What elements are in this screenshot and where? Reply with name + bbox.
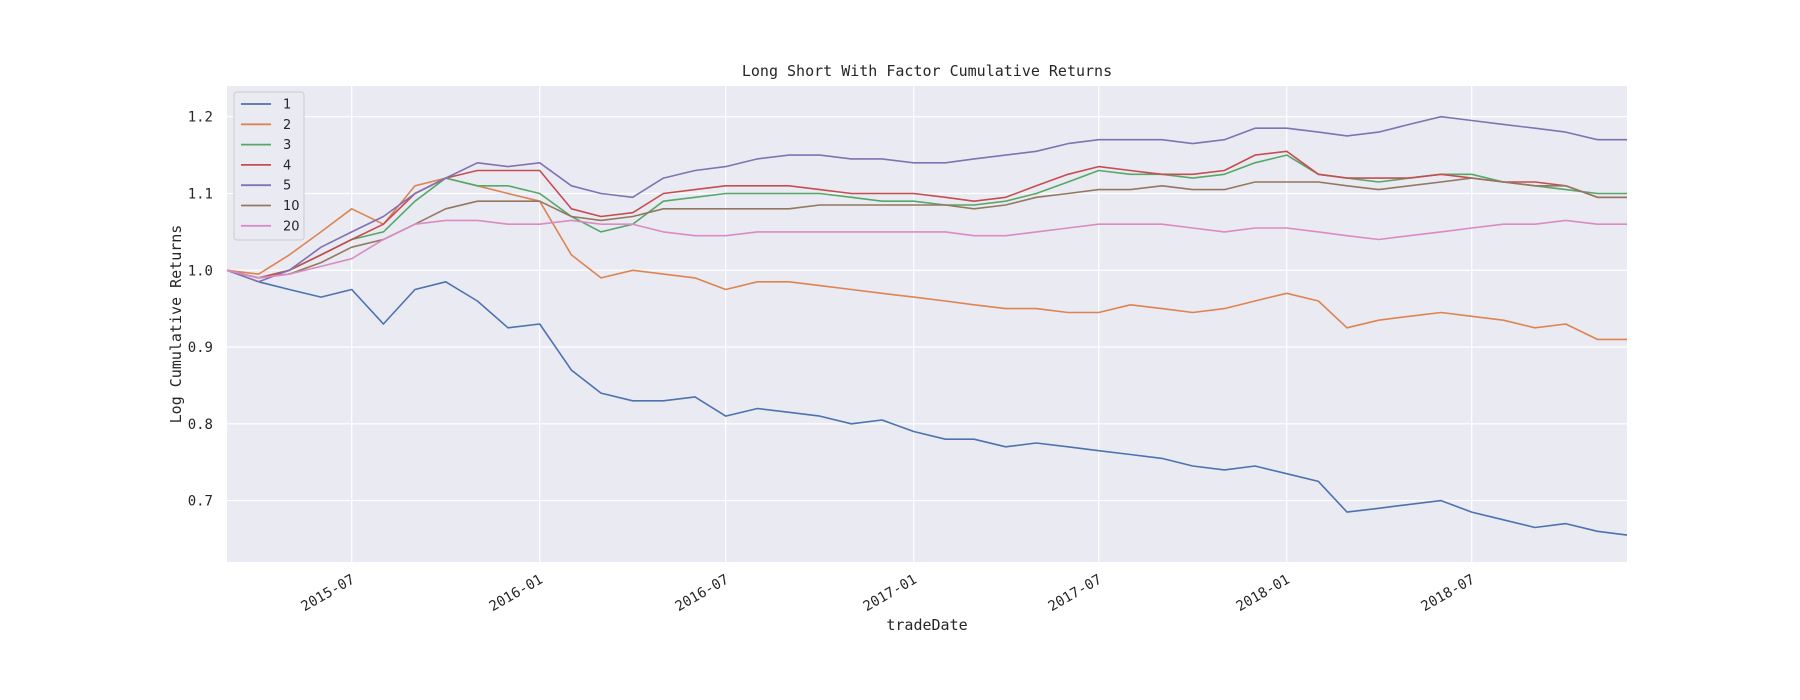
legend-label-2: 2 [283,118,291,133]
series-line-5 [226,115,1627,283]
legend-label-3: 3 [283,138,291,153]
series-line-10 [226,177,1627,279]
legend-label-1: 1 [283,98,291,113]
y-tick-label: 1.2 [188,110,213,126]
series-lines [226,115,1628,536]
legend-label-10: 10 [283,199,300,214]
x-tick-label: 2016-01 [487,572,546,615]
x-tick-label: 2018-07 [1419,572,1478,615]
legend-label-5: 5 [283,179,291,194]
series-line-20 [226,219,1627,279]
y-tick-label: 0.8 [188,417,213,433]
x-axis-label: tradeDate [886,616,967,634]
x-tick-label: 2017-07 [1046,572,1105,615]
series-line-1 [226,269,1628,536]
y-tick-label: 0.7 [188,494,213,510]
series-line-4 [226,150,1627,279]
legend-label-20: 20 [283,219,300,234]
x-tick-labels: 2015-07 2016-01 2016-07 2017-01 2017-07 2018-… [299,572,1478,615]
x-tick-label: 2017-01 [861,572,920,615]
x-tick-label: 2018-01 [1234,572,1293,615]
y-tick-label: 1.1 [188,186,213,202]
y-axis-label: Log Cumulative Returns [167,225,185,424]
x-tick-label: 2016-07 [673,572,732,615]
y-tick-label: 1.0 [188,263,213,279]
y-tick-label: 0.9 [188,340,213,356]
x-tick-label: 2015-07 [299,572,358,615]
plot-background [227,86,1627,562]
series-line-3 [226,154,1627,279]
legend-box [233,91,305,241]
legend-label-4: 4 [283,158,291,173]
y-tick-labels: 0.7 0.8 0.9 1.0 1.1 1.2 [188,110,213,510]
grid-lines [227,86,1627,562]
legend: 1 2 3 4 5 10 20 [233,91,305,241]
chart-title: Long Short With Factor Cumulative Return… [742,62,1112,80]
